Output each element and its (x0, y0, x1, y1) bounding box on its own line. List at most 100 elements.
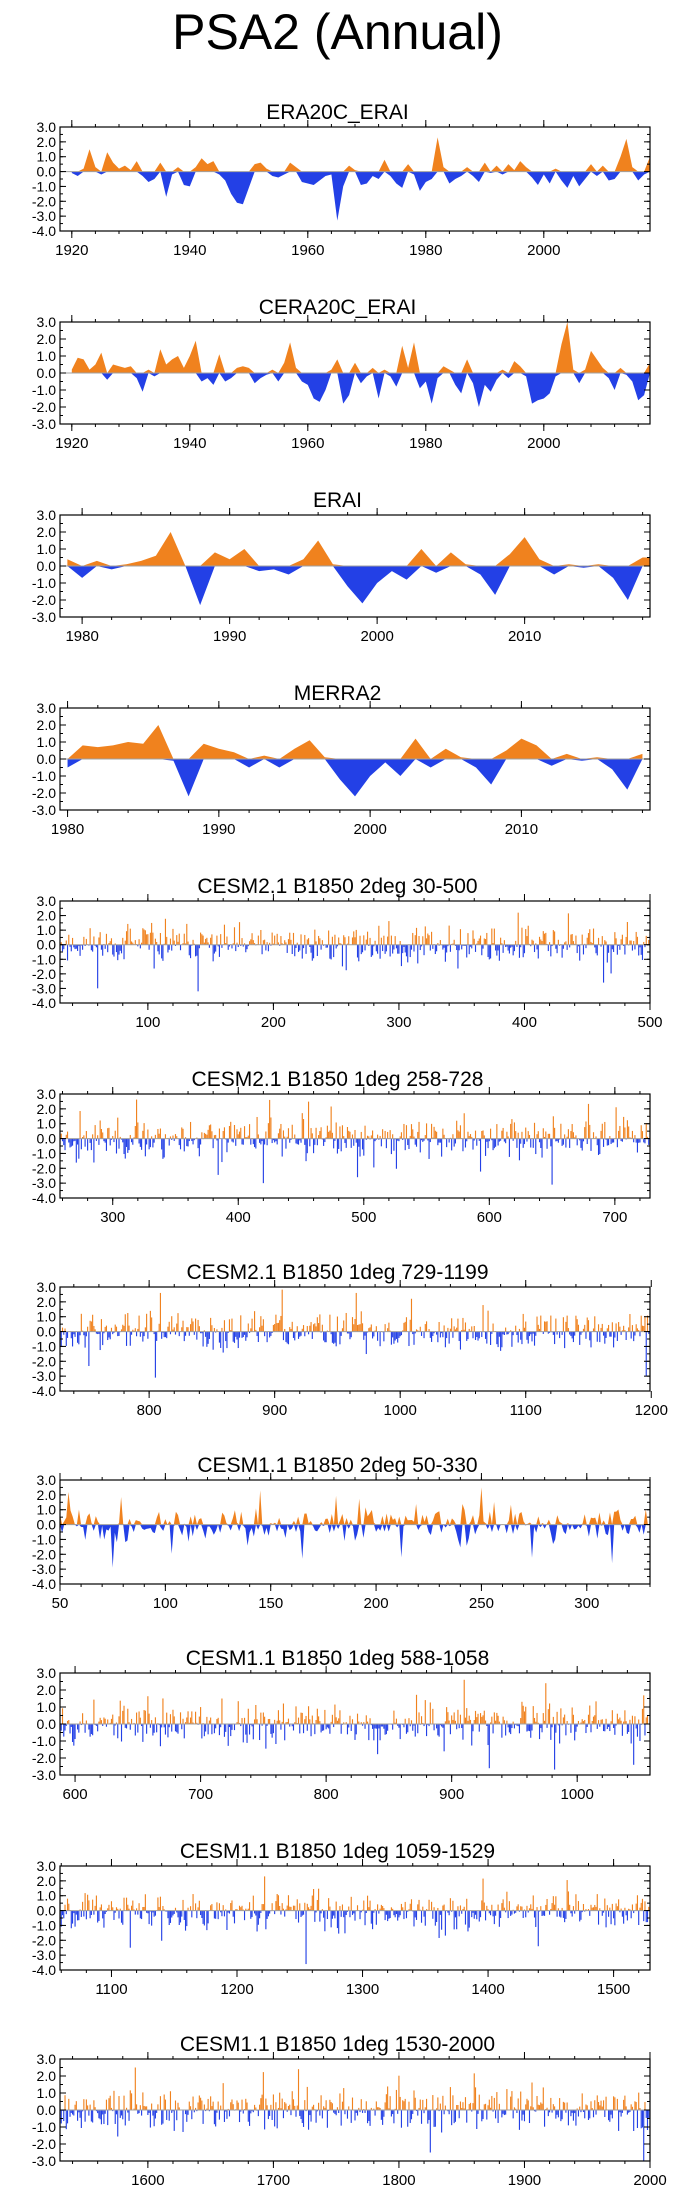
negative-bar (218, 1331, 220, 1343)
positive-bar (124, 1314, 126, 1332)
negative-bar (478, 1331, 480, 1339)
negative-bar (284, 1724, 286, 1741)
positive-bar (425, 1909, 428, 1911)
negative-bar (336, 944, 338, 947)
negative-bar (437, 1331, 439, 1343)
positive-bar (321, 940, 323, 945)
positive-bar (324, 2107, 326, 2110)
positive-bar (601, 1323, 603, 1332)
negative-bar (260, 1138, 262, 1145)
positive-bar (211, 1131, 213, 1139)
positive-bar (115, 1722, 118, 1724)
negative-bar (80, 1724, 82, 1726)
negative-bar (443, 944, 445, 948)
chart-title: ERAI (313, 489, 362, 512)
positive-bar (251, 933, 253, 945)
positive-bar (89, 2104, 91, 2110)
negative-bar (516, 1138, 518, 1148)
negative-bar (380, 1138, 382, 1147)
y-tick-label: -3.0 (32, 1561, 56, 1577)
positive-bar (415, 1694, 418, 1724)
negative-bar (616, 1331, 618, 1341)
positive-bar (626, 922, 628, 945)
series (60, 1876, 650, 1965)
x-tick-label: 2000 (353, 821, 386, 838)
positive-bar (286, 1136, 288, 1139)
negative-bar (331, 1331, 333, 1343)
positive-bar (624, 1127, 626, 1139)
negative-bar (73, 1910, 75, 1914)
x-tick-label: 700 (602, 1209, 627, 1226)
negative-bar (390, 2110, 392, 2117)
positive-bar (117, 1117, 119, 1139)
negative-bar (148, 944, 150, 950)
positive-bar (174, 1134, 177, 1139)
positive-bar (287, 2106, 290, 2110)
positive-bar (586, 937, 588, 945)
negative-bar (611, 2110, 613, 2119)
positive-bar (566, 1136, 568, 1139)
positive-bar (354, 937, 356, 945)
negative-bar (113, 1331, 115, 1333)
negative-bar (542, 1910, 544, 1916)
negative-bar (84, 1331, 86, 1348)
positive-bar (279, 1720, 281, 1724)
chart-panel: CERA20C_ERAI3.02.01.00.0-1.0-2.0-3.01920… (32, 296, 651, 452)
negative-bar (305, 1138, 307, 1162)
positive-bar (491, 928, 493, 945)
negative-bar (225, 2110, 227, 2112)
negative-bar (238, 2110, 241, 2123)
positive-bar (181, 1127, 183, 1139)
negative-bar (179, 1138, 182, 1150)
negative-bar (104, 2110, 106, 2114)
negative-bar (299, 944, 301, 951)
negative-bar (115, 1138, 118, 1154)
positive-bar (189, 1324, 192, 1332)
x-tick-label: 600 (477, 1209, 502, 1226)
negative-bar (173, 1138, 175, 1141)
positive-bar (203, 942, 205, 945)
negative-bar (109, 1331, 111, 1340)
negative-bar (602, 1910, 605, 1913)
positive-bar (122, 1710, 124, 1724)
y-tick-label: 3.0 (37, 2051, 57, 2067)
negative-bar (167, 1910, 169, 1919)
positive-bar (241, 1718, 243, 1724)
negative-bar (424, 1910, 426, 1926)
negative-bar (130, 1138, 133, 1143)
negative-bar (70, 1724, 72, 1727)
negative-bar (334, 2110, 336, 2114)
positive-bar (510, 2096, 512, 2110)
negative-bar (423, 2110, 425, 2114)
y-tick-label: -4.0 (32, 223, 56, 239)
y-tick-label: 1.0 (37, 1116, 57, 1132)
negative-bar (621, 1910, 623, 1917)
negative-bar (522, 1910, 524, 1918)
positive-bar (302, 1325, 305, 1332)
negative-bar (287, 1331, 290, 1345)
positive-bar (457, 1906, 459, 1911)
positive-bar (141, 942, 143, 945)
negative-bar (123, 944, 125, 960)
positive-bar (241, 938, 243, 945)
x-tick-label: 500 (351, 1209, 376, 1226)
positive-bar (138, 939, 140, 945)
positive-bar (418, 1712, 420, 1724)
positive-bar (491, 1716, 493, 1724)
positive-bar (211, 2106, 213, 2110)
positive-bar (80, 1313, 82, 1332)
negative-area (60, 1524, 650, 1568)
positive-bar (125, 931, 128, 945)
positive-bar (369, 1900, 371, 1911)
negative-bar (620, 1138, 622, 1142)
y-tick-label: 1.0 (37, 734, 57, 750)
positive-bar (163, 2094, 165, 2110)
positive-bar (200, 1707, 202, 1724)
positive-bar (497, 1904, 499, 1911)
positive-bar (447, 1327, 449, 1332)
negative-bar (122, 1910, 124, 1925)
positive-bar (457, 2105, 459, 2110)
positive-bar (280, 2108, 282, 2110)
positive-bar (272, 2094, 274, 2110)
negative-bar (60, 1910, 62, 1927)
